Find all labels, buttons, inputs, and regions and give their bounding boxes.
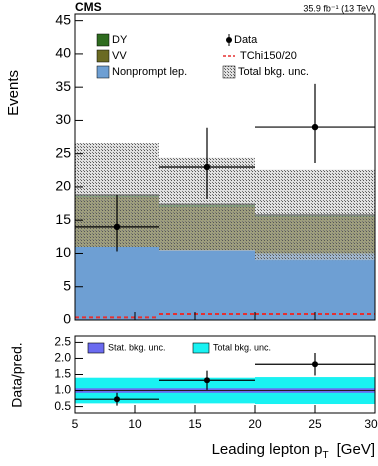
y-axis-title: Events: [5, 70, 22, 116]
legend-label: Total bkg. unc.: [238, 66, 309, 78]
x-title-sub: T: [323, 450, 329, 461]
x-tick-label: 15: [188, 417, 202, 431]
y-tick-label: 35: [55, 78, 71, 94]
y-tick-label: 1.0: [54, 383, 71, 397]
cms-label: CMS: [75, 0, 102, 14]
legend-swatch: [222, 65, 236, 79]
y-tick-label: 20: [55, 178, 71, 194]
y-tick-label: 45: [55, 11, 71, 27]
legend-swatch: [96, 33, 110, 47]
x-tick-label: 30: [364, 417, 378, 431]
y-tick-label: 15: [55, 211, 71, 227]
legend-label: Nonprompt lep.: [112, 66, 187, 78]
x-tick-label: 25: [308, 417, 322, 431]
y-tick-label: 2.5: [54, 335, 71, 349]
legend-swatch: [96, 65, 110, 79]
x-title-main: Leading lepton p: [212, 441, 323, 458]
ratio-point: [114, 396, 120, 403]
x-title-unit: [GeV]: [337, 441, 375, 458]
x-axis-title: Leading lepton pT [GeV]: [212, 441, 375, 461]
legend-label: TChi150/20: [240, 50, 297, 62]
data-point: [203, 163, 211, 171]
legend-label: Data: [234, 34, 258, 46]
stack-segment: [255, 253, 375, 320]
x-tick-label: 20: [248, 417, 262, 431]
y-tick-label: 0: [63, 311, 71, 327]
legend-label: Stat. bkg. unc.: [108, 342, 166, 352]
data-point: [311, 123, 319, 131]
stack-segment: [159, 250, 255, 320]
legend-swatch: [192, 342, 210, 354]
x-tick-label: 5: [72, 417, 79, 431]
stack-segment: [75, 246, 159, 320]
legend-swatch: [96, 49, 110, 63]
legend-swatch: [87, 342, 105, 354]
y-tick-label: 10: [55, 244, 71, 260]
y-tick-label: 5: [63, 277, 71, 293]
lumi-label: 35.9 fb⁻¹ (13 TeV): [303, 3, 375, 13]
legend-label: DY: [112, 34, 128, 46]
ratio-point: [204, 377, 210, 384]
y-tick-label: 30: [55, 111, 71, 127]
x-tick-label: 10: [128, 417, 142, 431]
ratio-point: [312, 361, 318, 368]
y-tick-label: 40: [55, 45, 71, 61]
data-point: [113, 223, 121, 231]
legend-label: Total bkg. unc.: [213, 342, 271, 352]
y-tick-label: 1.5: [54, 367, 71, 381]
y-tick-label: 25: [55, 144, 71, 160]
ratio-axis-title: Data/pred.: [9, 342, 25, 407]
plot-frame: [74, 13, 376, 321]
y-tick-label: 0.5: [54, 399, 71, 413]
legend-label: VV: [112, 50, 127, 62]
y-tick-label: 2.0: [54, 351, 71, 365]
uncertainty-band: [255, 169, 375, 261]
